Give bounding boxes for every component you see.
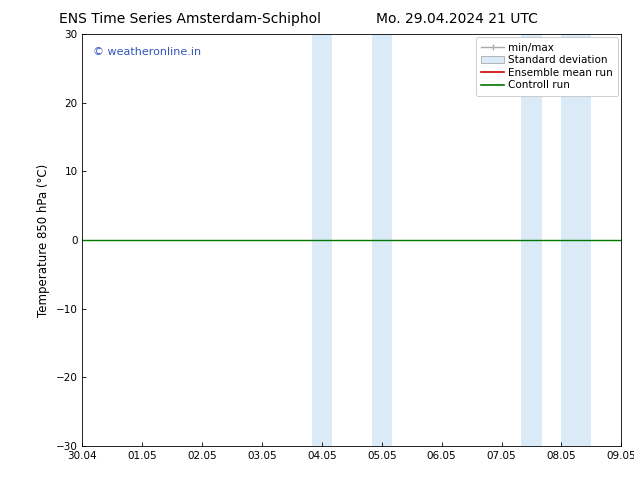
Bar xyxy=(562,34,592,446)
Bar xyxy=(312,34,332,446)
Text: © weatheronline.in: © weatheronline.in xyxy=(93,47,202,57)
Bar xyxy=(521,34,541,446)
Text: Mo. 29.04.2024 21 UTC: Mo. 29.04.2024 21 UTC xyxy=(375,12,538,26)
Y-axis label: Temperature 850 hPa (°C): Temperature 850 hPa (°C) xyxy=(37,164,50,317)
Bar xyxy=(372,34,392,446)
Legend: min/max, Standard deviation, Ensemble mean run, Controll run: min/max, Standard deviation, Ensemble me… xyxy=(476,37,618,96)
Text: ENS Time Series Amsterdam-Schiphol: ENS Time Series Amsterdam-Schiphol xyxy=(59,12,321,26)
